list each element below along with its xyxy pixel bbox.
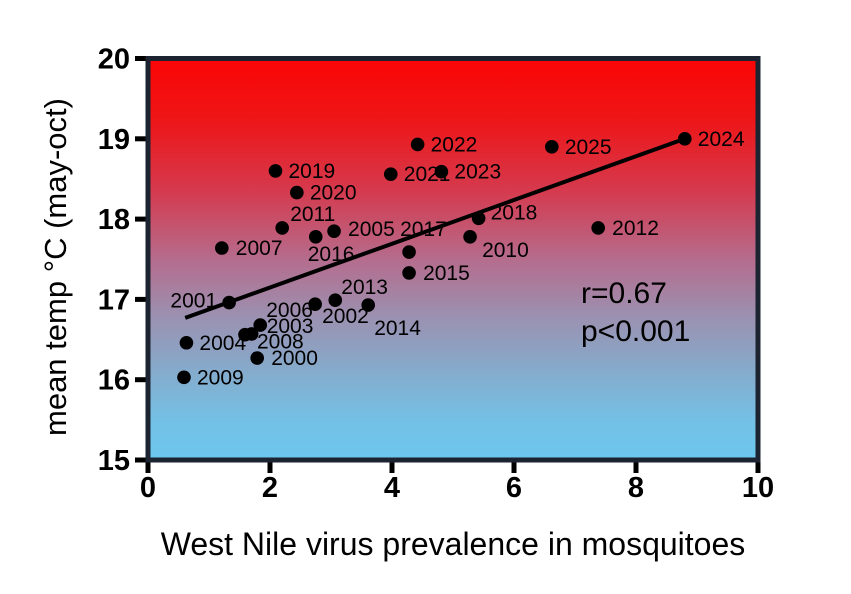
data-point-2013 xyxy=(328,293,343,308)
data-point-2021 xyxy=(383,167,398,181)
trend-line xyxy=(184,136,686,320)
point-label-2016: 2016 xyxy=(308,243,355,266)
point-label-2005: 2005 xyxy=(348,218,395,241)
point-label-2008: 2008 xyxy=(257,331,304,354)
data-point-2009 xyxy=(177,370,191,385)
x-tick-label: 6 xyxy=(506,472,522,504)
point-label-2014: 2014 xyxy=(374,317,421,340)
point-label-2018: 2018 xyxy=(491,201,538,224)
x-axis-title: West Nile virus prevalence in mosquitoes xyxy=(160,526,746,562)
data-point-2023 xyxy=(434,164,449,179)
point-label-2025: 2025 xyxy=(565,136,612,159)
plot-area xyxy=(148,58,758,460)
x-tick-label: 2 xyxy=(262,472,278,504)
point-label-2019: 2019 xyxy=(288,160,335,183)
data-point-2025 xyxy=(545,140,559,154)
data-point-2017 xyxy=(402,245,416,259)
y-axis-title: mean temp °C (may-oct) xyxy=(38,98,73,436)
data-point-2011 xyxy=(275,221,290,235)
point-label-2004: 2004 xyxy=(199,332,246,355)
y-tick-label: 20 xyxy=(98,44,130,76)
data-point-2008 xyxy=(238,327,252,342)
y-tick-label: 17 xyxy=(98,284,130,316)
data-point-2015 xyxy=(402,266,416,280)
y-tick-label: 16 xyxy=(98,365,130,397)
x-tick-label: 0 xyxy=(140,472,156,504)
x-tick-label: 4 xyxy=(384,472,400,504)
y-tick-label: 15 xyxy=(98,445,130,477)
point-label-2011: 2011 xyxy=(290,203,335,226)
data-point-2005 xyxy=(327,224,341,238)
point-label-2012: 2012 xyxy=(612,217,659,240)
point-label-2006: 2006 xyxy=(266,299,313,322)
point-label-2007: 2007 xyxy=(236,237,283,260)
plot-frame xyxy=(145,56,761,463)
data-point-2006 xyxy=(253,318,268,332)
data-point-2022 xyxy=(410,137,425,152)
point-label-2001: 2001 xyxy=(170,290,217,313)
point-label-2020: 2020 xyxy=(310,182,357,205)
data-point-2000 xyxy=(250,351,264,365)
data-point-2001 xyxy=(222,295,236,310)
point-label-2022: 2022 xyxy=(431,133,478,156)
data-point-2004 xyxy=(179,335,194,350)
data-point-2012 xyxy=(591,221,605,235)
y-tick-label: 19 xyxy=(98,124,130,156)
data-point-2002 xyxy=(308,297,322,312)
data-point-2018 xyxy=(471,211,486,226)
point-label-2003: 2003 xyxy=(267,315,314,338)
point-label-2000: 2000 xyxy=(271,347,318,370)
data-point-2014 xyxy=(361,298,376,312)
x-tick-label: 10 xyxy=(742,472,774,504)
p-value-label: p<0.001 xyxy=(581,315,691,348)
data-point-2010 xyxy=(463,229,477,244)
correlation-r-label: r=0.67 xyxy=(581,277,667,310)
y-tick-label: 18 xyxy=(98,204,130,236)
point-label-2009: 2009 xyxy=(197,366,244,389)
point-label-2023: 2023 xyxy=(454,161,501,184)
point-label-2017: 2017 xyxy=(400,218,447,241)
data-point-2019 xyxy=(268,164,283,178)
data-point-2016 xyxy=(308,229,323,244)
data-point-2020 xyxy=(290,185,304,200)
data-point-2024 xyxy=(678,132,692,146)
point-label-2010: 2010 xyxy=(482,239,529,262)
point-label-2002: 2002 xyxy=(322,305,369,328)
data-point-2007 xyxy=(215,241,229,255)
x-tick-label: 8 xyxy=(628,472,644,504)
point-label-2013: 2013 xyxy=(341,276,388,299)
point-label-2024: 2024 xyxy=(698,128,745,151)
point-label-2015: 2015 xyxy=(423,262,470,285)
